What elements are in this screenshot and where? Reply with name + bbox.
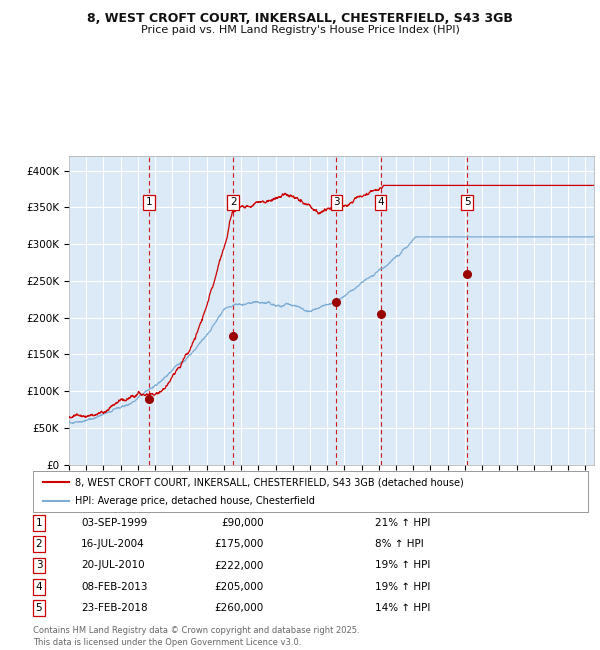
Text: 08-FEB-2013: 08-FEB-2013 xyxy=(81,582,148,592)
Text: 19% ↑ HPI: 19% ↑ HPI xyxy=(375,560,430,571)
Text: 1: 1 xyxy=(146,198,152,207)
Text: 4: 4 xyxy=(377,198,384,207)
Text: 20-JUL-2010: 20-JUL-2010 xyxy=(81,560,145,571)
Text: 03-SEP-1999: 03-SEP-1999 xyxy=(81,517,147,528)
Text: 14% ↑ HPI: 14% ↑ HPI xyxy=(375,603,430,614)
Text: 21% ↑ HPI: 21% ↑ HPI xyxy=(375,517,430,528)
Text: 3: 3 xyxy=(333,198,340,207)
Text: 5: 5 xyxy=(35,603,43,614)
Text: 8, WEST CROFT COURT, INKERSALL, CHESTERFIELD, S43 3GB: 8, WEST CROFT COURT, INKERSALL, CHESTERF… xyxy=(87,12,513,25)
Text: £90,000: £90,000 xyxy=(221,517,264,528)
Text: HPI: Average price, detached house, Chesterfield: HPI: Average price, detached house, Ches… xyxy=(74,497,314,506)
Text: 1: 1 xyxy=(35,517,43,528)
Text: 5: 5 xyxy=(464,198,470,207)
Text: 8, WEST CROFT COURT, INKERSALL, CHESTERFIELD, S43 3GB (detached house): 8, WEST CROFT COURT, INKERSALL, CHESTERF… xyxy=(74,477,463,487)
Text: 2: 2 xyxy=(230,198,236,207)
Text: 4: 4 xyxy=(35,582,43,592)
Text: 8% ↑ HPI: 8% ↑ HPI xyxy=(375,539,424,549)
Text: 23-FEB-2018: 23-FEB-2018 xyxy=(81,603,148,614)
Text: £222,000: £222,000 xyxy=(215,560,264,571)
Text: Contains HM Land Registry data © Crown copyright and database right 2025.
This d: Contains HM Land Registry data © Crown c… xyxy=(33,626,359,647)
Text: £175,000: £175,000 xyxy=(215,539,264,549)
Text: 2: 2 xyxy=(35,539,43,549)
Text: Price paid vs. HM Land Registry's House Price Index (HPI): Price paid vs. HM Land Registry's House … xyxy=(140,25,460,34)
Text: 19% ↑ HPI: 19% ↑ HPI xyxy=(375,582,430,592)
Text: 3: 3 xyxy=(35,560,43,571)
Text: £205,000: £205,000 xyxy=(215,582,264,592)
Text: £260,000: £260,000 xyxy=(215,603,264,614)
Text: 16-JUL-2004: 16-JUL-2004 xyxy=(81,539,145,549)
